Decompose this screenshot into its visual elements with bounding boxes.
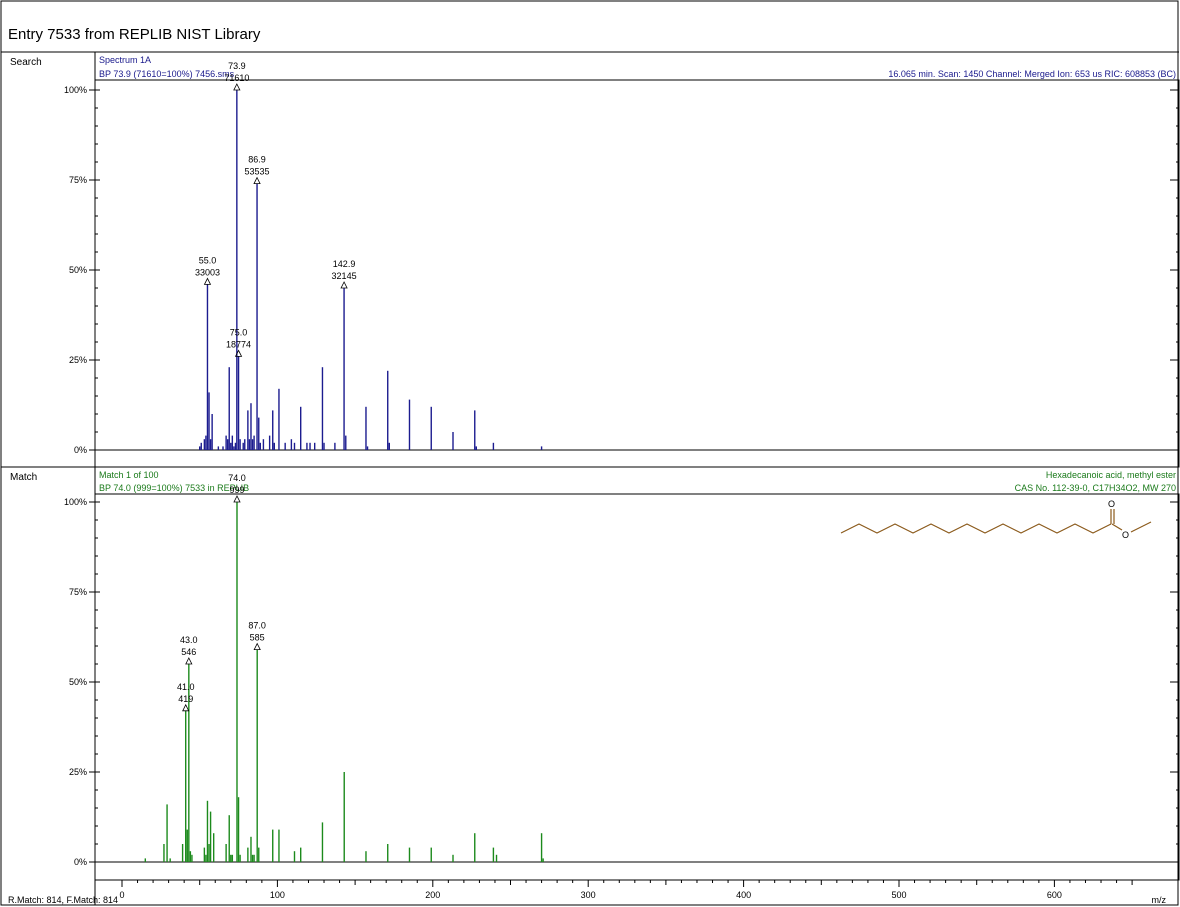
search-peak-abundance: 71610	[224, 73, 249, 83]
search-peak-mz: 86.9	[248, 155, 266, 165]
search-peak-abundance: 32145	[332, 271, 357, 281]
x-tick-label: 100	[270, 890, 285, 900]
match-ytick-label: 100%	[64, 497, 87, 507]
search-ytick-label: 25%	[69, 355, 87, 365]
search-peak-abundance: 33003	[195, 267, 220, 277]
ester-bond	[1111, 523, 1123, 531]
search-peak-marker	[253, 176, 261, 184]
match-peak-marker	[185, 657, 193, 665]
x-tick-label: 0	[119, 890, 124, 900]
molecular-structure: O O	[840, 499, 1152, 540]
search-subtitle-line1: Spectrum 1A	[99, 55, 151, 65]
match-ytick-label: 50%	[69, 677, 87, 687]
x-axis-unit: m/z	[1152, 895, 1167, 905]
match-peak-marker	[253, 642, 261, 650]
search-subtitle-line2: BP 73.9 (71610=100%) 7456.sms	[99, 69, 235, 79]
match-peak-marker	[233, 495, 241, 503]
x-axis: 0 100 200 300 400 500 600	[95, 879, 1179, 900]
match-peak-abundance: 999	[229, 485, 244, 495]
search-peaks	[198, 90, 543, 450]
search-peak-labels: 33003 55.0 71610 73.9 18774 75.0 53535 86.9 3214…	[195, 61, 357, 357]
match-ytick-label: 75%	[69, 587, 87, 597]
match-compound-name: Hexadecanoic acid, methyl ester	[1046, 470, 1176, 480]
search-info-right: 16.065 min. Scan: 1450 Channel: Merged I…	[888, 69, 1176, 79]
figure-title: Entry 7533 from REPLIB NIST Library	[8, 26, 261, 43]
match-peak-abundance: 546	[181, 647, 196, 657]
match-ytick-label: 25%	[69, 767, 87, 777]
carbonyl-oxygen: O	[1108, 499, 1115, 509]
match-peak-mz: 41.0	[177, 682, 195, 692]
x-tick-label: 200	[425, 890, 440, 900]
match-peak-mz: 87.0	[248, 621, 266, 631]
search-peak-marker	[203, 277, 212, 285]
search-peak-mz: 73.9	[228, 61, 246, 71]
search-peak-marker	[233, 83, 241, 91]
x-tick-label: 400	[736, 890, 751, 900]
match-peak-marker	[182, 703, 190, 712]
search-y-axis: 0% 25% 50% 75% 100%	[64, 85, 1179, 455]
match-ytick-label: 0%	[74, 857, 87, 867]
methyl-bond	[1130, 521, 1152, 533]
search-ytick-label: 50%	[69, 265, 87, 275]
search-peak-mz: 75.0	[230, 327, 248, 337]
alkyl-chain	[840, 523, 1112, 534]
search-panel-tag: Search	[10, 57, 42, 68]
match-compound-info: CAS No. 112-39-0, C17H34O2, MW 270	[1015, 483, 1176, 493]
match-subtitle-line1: Match 1 of 100	[99, 470, 159, 480]
x-tick-label: 500	[891, 890, 906, 900]
match-panel-tag: Match	[10, 472, 37, 483]
match-subtitle-line2: BP 74.0 (999=100%) 7533 in REPLIB	[99, 483, 249, 493]
match-peak-abundance: 585	[250, 633, 265, 643]
ester-oxygen: O	[1122, 530, 1129, 540]
match-peaks	[144, 502, 544, 862]
match-peak-mz: 74.0	[228, 473, 246, 483]
match-peak-abundance: 419	[178, 694, 193, 704]
search-ytick-label: 75%	[69, 175, 87, 185]
search-ytick-label: 0%	[74, 445, 87, 455]
search-plot-frame	[94, 79, 1180, 468]
x-tick-label: 300	[581, 890, 596, 900]
search-peak-abundance: 53535	[245, 167, 270, 177]
search-peak-mz: 142.9	[333, 259, 356, 269]
search-peak-marker	[340, 281, 348, 289]
x-tick-label: 600	[1047, 890, 1062, 900]
search-peak-marker	[234, 349, 243, 357]
match-scores: R.Match: 814, F.Match: 814	[8, 895, 118, 905]
search-peak-abundance: 18774	[226, 339, 251, 349]
search-ytick-label: 100%	[64, 85, 87, 95]
match-y-axis: 0% 25% 50% 75% 100%	[64, 497, 1179, 867]
search-peak-mz: 55.0	[199, 255, 217, 265]
match-peak-labels: 419 41.0 546 43.0 999 74.0 585 87.0	[177, 473, 266, 712]
match-peak-mz: 43.0	[180, 635, 198, 645]
search-panel: Search Spectrum 1A BP 73.9 (71610=100%) …	[10, 55, 1180, 468]
